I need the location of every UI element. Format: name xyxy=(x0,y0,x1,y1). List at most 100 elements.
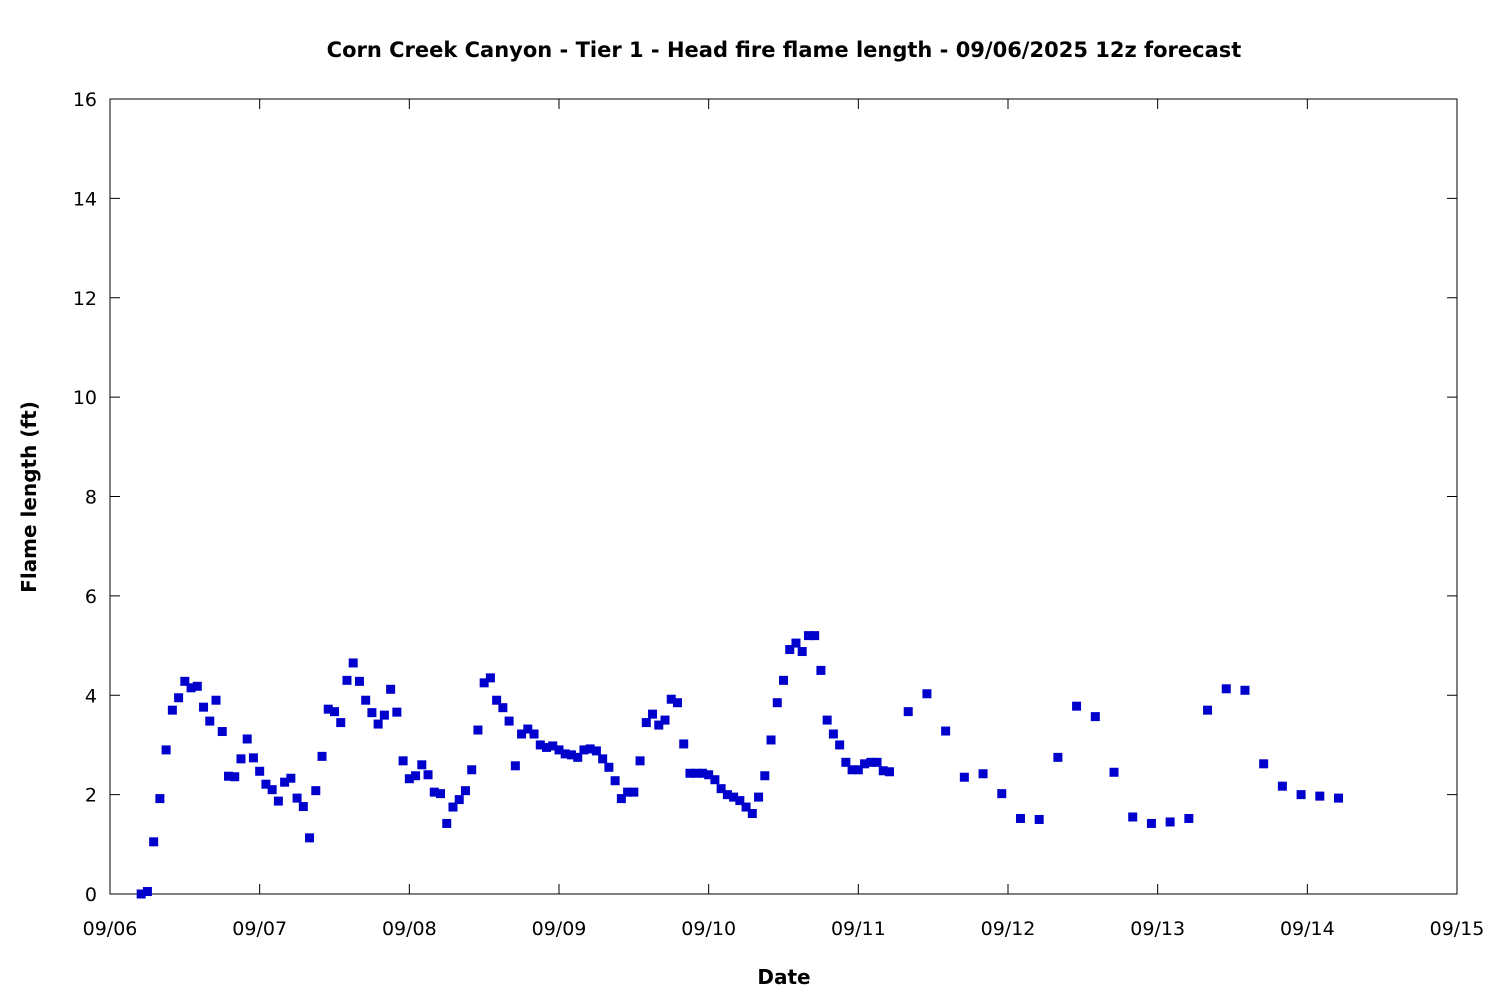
data-point xyxy=(155,794,165,804)
data-point xyxy=(828,729,838,739)
data-point xyxy=(323,704,333,714)
tick-marks xyxy=(109,98,1458,895)
data-point xyxy=(255,766,265,776)
x-tick-labels: 09/06 09/07 09/08 09/09 09/10 09/11 09/12 09/13… xyxy=(83,918,1485,940)
data-point xyxy=(373,719,383,729)
data-point xyxy=(174,693,184,703)
data-point xyxy=(872,757,882,767)
data-point xyxy=(423,770,433,780)
data-point xyxy=(623,787,633,797)
data-point xyxy=(598,754,608,764)
data-point xyxy=(186,683,196,693)
data-point xyxy=(672,698,682,708)
data-point xyxy=(666,694,676,704)
data-point xyxy=(1203,705,1213,715)
data-point xyxy=(1128,812,1138,822)
data-point xyxy=(1184,813,1194,823)
data-point xyxy=(1072,701,1082,711)
y-tick-label: 12 xyxy=(73,288,97,310)
data-point xyxy=(429,787,439,797)
y-tick-label: 0 xyxy=(85,884,97,906)
data-point xyxy=(797,647,807,657)
x-tick-label: 09/09 xyxy=(532,918,587,940)
y-tick-labels: 0 2 4 6 8 10 12 14 16 xyxy=(73,89,97,906)
data-point xyxy=(772,698,782,708)
data-point xyxy=(729,792,739,802)
data-point xyxy=(404,774,414,784)
data-point xyxy=(1109,767,1119,777)
data-point xyxy=(460,786,470,796)
data-point xyxy=(573,752,583,762)
data-point xyxy=(1240,685,1250,695)
data-point xyxy=(161,745,171,755)
data-point xyxy=(959,772,969,782)
data-point xyxy=(1053,752,1063,762)
data-point xyxy=(280,777,290,787)
plot-frame xyxy=(109,98,1458,895)
data-point xyxy=(392,707,402,717)
data-point xyxy=(604,762,614,772)
data-point xyxy=(348,658,358,668)
data-point xyxy=(922,689,932,699)
data-point xyxy=(747,809,757,819)
data-point xyxy=(417,760,427,770)
data-point xyxy=(298,802,308,812)
y-tick-label: 8 xyxy=(85,487,97,509)
data-point xyxy=(342,675,352,685)
data-point xyxy=(1034,814,1044,824)
x-axis-label: Date xyxy=(757,965,810,989)
data-point xyxy=(273,796,283,806)
data-point xyxy=(816,665,826,675)
data-point xyxy=(386,684,396,694)
data-point xyxy=(242,734,252,744)
x-tick-label: 09/06 xyxy=(83,918,138,940)
data-point xyxy=(136,889,146,899)
data-point xyxy=(803,631,813,641)
data-point xyxy=(411,771,421,781)
data-point xyxy=(548,741,558,751)
data-point xyxy=(785,645,795,655)
y-tick-label: 6 xyxy=(85,586,97,608)
data-point xyxy=(679,739,689,749)
data-point xyxy=(379,710,389,720)
data-point xyxy=(311,786,321,796)
data-point xyxy=(779,675,788,685)
data-point xyxy=(504,716,514,726)
data-point xyxy=(223,771,233,781)
data-point xyxy=(585,744,595,754)
data-point xyxy=(305,833,315,843)
data-point xyxy=(579,745,589,755)
data-point xyxy=(841,757,851,767)
data-point xyxy=(1221,684,1231,694)
data-points xyxy=(136,631,1344,899)
data-point xyxy=(941,726,951,736)
x-tick-label: 09/15 xyxy=(1430,918,1485,940)
data-point xyxy=(498,703,508,713)
data-point xyxy=(454,795,464,805)
data-point xyxy=(704,770,714,780)
data-point xyxy=(710,775,720,785)
axes xyxy=(109,98,1458,895)
data-point xyxy=(741,802,751,812)
data-point xyxy=(205,716,215,726)
data-point xyxy=(810,631,820,641)
data-point xyxy=(236,754,246,764)
data-point xyxy=(1165,817,1175,827)
data-point xyxy=(230,772,240,782)
data-point xyxy=(211,695,221,705)
data-point xyxy=(566,750,576,760)
data-point xyxy=(635,756,645,766)
data-point xyxy=(292,793,302,803)
data-point xyxy=(330,707,339,717)
data-point xyxy=(523,724,533,734)
data-point xyxy=(261,779,271,789)
data-point xyxy=(1296,790,1306,800)
data-point xyxy=(754,792,764,802)
data-point xyxy=(485,673,495,683)
data-point xyxy=(180,676,190,686)
data-point xyxy=(1334,793,1344,803)
data-point xyxy=(878,766,888,776)
data-point xyxy=(697,768,707,778)
data-point xyxy=(722,790,732,800)
data-point xyxy=(760,771,770,781)
